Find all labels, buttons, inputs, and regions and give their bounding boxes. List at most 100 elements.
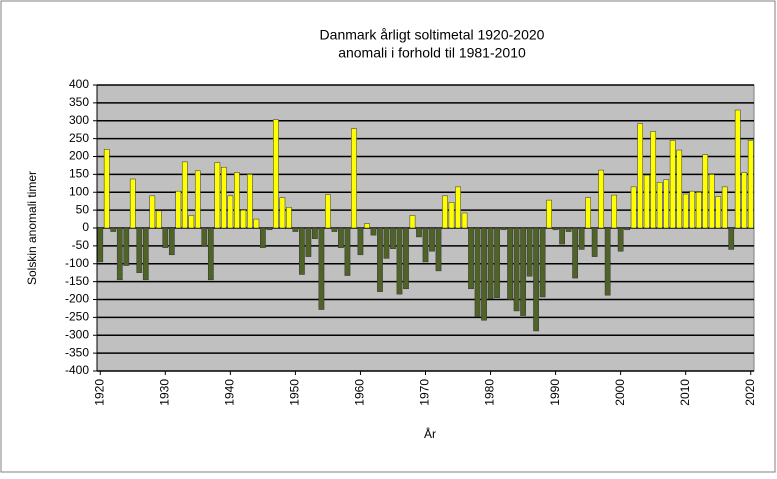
x-tick-label: 1990 <box>548 379 562 406</box>
x-tick-label: 1950 <box>288 379 302 406</box>
bar <box>416 227 422 238</box>
bar <box>273 119 279 229</box>
bar <box>656 181 663 229</box>
x-tick-label: 1970 <box>418 379 432 406</box>
y-tick-label: -350 <box>65 345 89 359</box>
bar <box>175 190 182 229</box>
bar <box>299 227 305 275</box>
x-tick-label: 2000 <box>613 379 627 406</box>
x-tick-label: 2020 <box>743 379 757 406</box>
y-tick-label: 250 <box>69 131 89 145</box>
bar <box>325 194 331 229</box>
bar <box>546 199 552 229</box>
bar <box>650 131 657 229</box>
bar <box>708 174 715 229</box>
bar <box>591 227 598 257</box>
bar <box>448 202 455 229</box>
x-tick-label: 1920 <box>92 379 106 406</box>
bar <box>526 227 533 277</box>
bar <box>435 227 442 272</box>
bar <box>676 149 683 229</box>
bar <box>149 195 156 229</box>
bar <box>403 227 409 290</box>
chart-title: Danmark årligt soltimetal 1920-2020 <box>320 27 545 43</box>
bar <box>331 227 338 232</box>
bar <box>292 227 299 232</box>
y-tick-label: -300 <box>65 327 89 341</box>
bar <box>318 227 325 310</box>
bar <box>695 192 702 229</box>
bar <box>344 227 351 276</box>
bar <box>220 166 227 229</box>
bar <box>409 215 416 229</box>
y-tick-label: -250 <box>65 310 89 324</box>
bar <box>689 190 696 229</box>
bar <box>227 195 234 229</box>
bar <box>598 169 604 229</box>
bar <box>110 227 117 232</box>
bar <box>624 227 631 231</box>
x-tick-label: 1930 <box>157 379 171 406</box>
y-tick-label: 50 <box>76 202 90 216</box>
bar <box>461 212 468 229</box>
y-tick-label: 350 <box>69 95 89 109</box>
bar <box>214 162 221 229</box>
bar <box>741 172 748 229</box>
bar <box>617 227 624 252</box>
bar <box>468 227 474 290</box>
bar <box>429 227 435 252</box>
bar <box>201 227 208 247</box>
bar <box>559 227 565 245</box>
bar <box>370 227 377 236</box>
bar <box>142 227 149 281</box>
bar <box>266 227 273 231</box>
bar <box>97 227 104 263</box>
bar <box>422 227 429 263</box>
bar <box>520 227 526 316</box>
chart-subtitle: anomali i forhold til 1981-2010 <box>338 45 526 61</box>
y-tick-label: 0 <box>82 220 89 234</box>
bar <box>240 209 247 229</box>
bar <box>168 227 175 256</box>
bar <box>162 227 169 248</box>
bar <box>247 174 253 229</box>
bar <box>643 174 650 229</box>
bar <box>260 227 266 248</box>
bar <box>507 227 513 300</box>
bar <box>539 227 546 298</box>
bar <box>682 193 689 229</box>
bar <box>286 207 292 229</box>
y-tick-label: 300 <box>69 113 89 127</box>
bar <box>533 227 539 332</box>
bar <box>500 227 507 231</box>
bar <box>513 227 520 312</box>
bar <box>494 227 500 298</box>
bar <box>181 161 188 229</box>
bar <box>630 186 637 229</box>
bar <box>442 195 448 229</box>
y-tick-label: -400 <box>65 363 89 377</box>
bar <box>663 179 670 229</box>
bar <box>390 227 396 249</box>
bar <box>279 197 286 229</box>
bar <box>234 172 240 229</box>
bar <box>357 227 364 256</box>
bar <box>116 227 123 281</box>
x-tick-label: 2010 <box>678 379 692 406</box>
bar <box>396 227 403 295</box>
bar <box>364 223 370 229</box>
bar <box>565 227 572 232</box>
bar <box>155 210 162 229</box>
y-tick-label: -50 <box>72 238 90 252</box>
bar <box>604 227 611 296</box>
bar <box>207 227 214 281</box>
y-tick-label: 200 <box>69 149 89 163</box>
bar <box>383 227 390 259</box>
y-axis-label: Solskin anomali timer <box>25 171 39 285</box>
bar <box>194 170 201 229</box>
y-tick-label: 150 <box>69 167 89 181</box>
y-tick-label: -100 <box>65 256 89 270</box>
bar <box>611 194 617 229</box>
bar <box>377 227 383 292</box>
